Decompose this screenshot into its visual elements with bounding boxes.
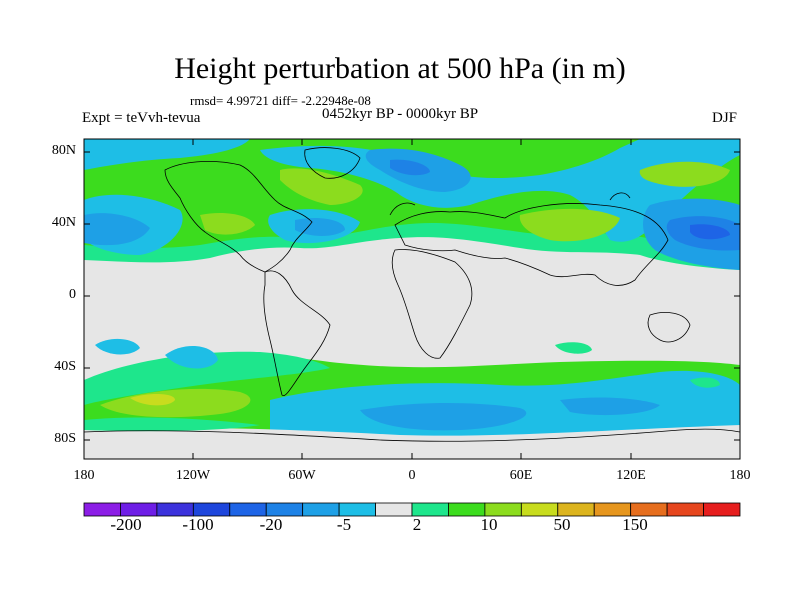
colorbar-label: -5 (336, 515, 352, 534)
lat-label: 40N (51, 215, 76, 230)
lat-label: 0 (69, 287, 76, 302)
contour-fill (84, 139, 740, 459)
lat-label: 80S (54, 431, 76, 446)
lon-label: 180 (729, 468, 751, 483)
lon-label: 0 (408, 468, 416, 483)
lon-label: 60E (509, 468, 533, 483)
lon-label: 120E (616, 468, 646, 483)
lon-label: 120W (175, 468, 211, 483)
lat-label: 40S (54, 359, 76, 374)
coastlines (84, 147, 740, 442)
stats-text: rmsd= 4.99721 diff= -2.22948e-08 (190, 93, 371, 108)
map-title: Height perturbation at 500 hPa (in m) (174, 52, 626, 85)
colorbar-label: -20 (259, 515, 283, 534)
lon-label: 60W (288, 468, 316, 483)
colorbar-box (703, 502, 741, 517)
colorbar-label: -100 (182, 515, 214, 534)
experiment-label: Expt = teVvh-tevua (82, 110, 201, 126)
colorbar-box (666, 502, 704, 517)
colorbar-label: 2 (412, 515, 422, 534)
axis-ticks (84, 139, 740, 459)
season-label: DJF (712, 110, 738, 126)
colorbar-label: 10 (480, 515, 498, 534)
lat-label: 80N (51, 143, 76, 158)
colorbar-label: 50 (553, 515, 571, 534)
colorbar-label: 150 (622, 515, 648, 534)
lon-label: 180 (73, 468, 95, 483)
colorbar (83, 502, 741, 517)
period-label: 0452kyr BP - 0000kyr BP (322, 106, 479, 122)
colorbar-label: -200 (110, 515, 142, 534)
